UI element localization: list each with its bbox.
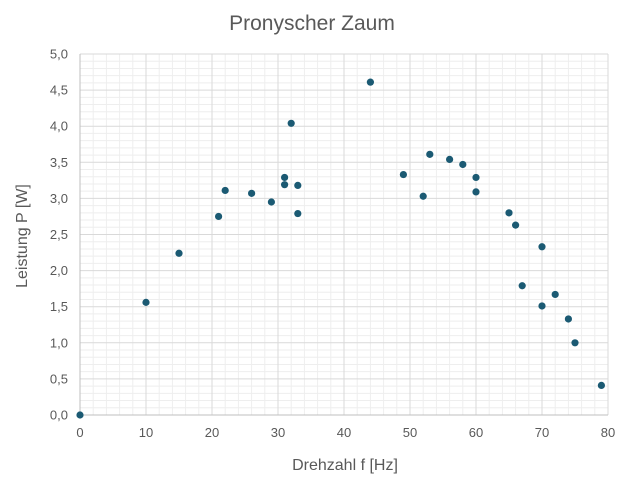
y-tick-label: 2,0 <box>50 263 68 278</box>
y-tick-label: 3,5 <box>50 155 68 170</box>
x-tick-label: 40 <box>337 425 351 440</box>
x-axis-title: Drehzahl f [Hz] <box>292 457 398 474</box>
x-tick-label: 10 <box>139 425 153 440</box>
x-tick-label: 80 <box>601 425 615 440</box>
data-point <box>175 249 183 257</box>
chart-title: Pronyscher Zaum <box>229 12 395 35</box>
data-point <box>551 290 559 299</box>
y-tick-label: 1,0 <box>50 335 68 350</box>
data-point <box>142 298 150 306</box>
data-point <box>267 198 275 206</box>
x-tick-label: 70 <box>535 425 549 440</box>
data-point <box>505 209 513 217</box>
data-points <box>76 78 606 419</box>
x-tick-label: 60 <box>469 425 483 440</box>
data-point <box>571 339 579 347</box>
y-tick-label: 0,5 <box>50 371 68 386</box>
data-point <box>294 181 302 190</box>
y-axis-title: Leistung P [W] <box>14 184 31 288</box>
data-point <box>472 188 480 196</box>
x-tick-label: 30 <box>271 425 285 440</box>
y-tick-label: 4,0 <box>50 119 68 134</box>
data-point <box>419 192 427 200</box>
y-tick-label: 0,0 <box>50 408 68 423</box>
data-point <box>215 212 223 221</box>
y-tick-label: 4,5 <box>50 83 68 98</box>
data-point <box>76 411 84 419</box>
x-tick-label: 50 <box>403 425 417 440</box>
data-point <box>426 150 434 158</box>
data-point <box>281 173 289 182</box>
y-tick-label: 5,0 <box>50 47 68 62</box>
x-axis-ticks: 0 10 20 30 40 50 60 70 80 <box>76 425 615 440</box>
data-point <box>564 315 573 323</box>
y-tick-label: 3,0 <box>50 191 68 206</box>
data-point <box>538 243 546 251</box>
data-point <box>446 155 454 164</box>
data-point <box>472 173 480 182</box>
data-point <box>518 282 526 290</box>
data-point <box>248 189 256 197</box>
data-point <box>399 170 407 179</box>
y-tick-label: 1,5 <box>50 299 68 314</box>
y-axis-ticks: 0,0 0,5 1,0 1,5 2,0 2,5 3,0 3,5 4,0 4,5 5,0 <box>50 47 68 423</box>
y-tick-label: 2,5 <box>50 227 68 242</box>
grid <box>79 53 609 416</box>
data-point <box>511 221 520 229</box>
x-tick-label: 20 <box>205 425 219 440</box>
data-point <box>221 186 229 195</box>
data-point <box>366 78 374 86</box>
data-point <box>281 181 289 189</box>
data-point <box>597 381 606 389</box>
data-point <box>294 209 302 218</box>
data-point <box>459 160 467 169</box>
x-tick-label: 0 <box>76 425 83 440</box>
data-point <box>538 302 546 310</box>
data-point <box>287 119 295 127</box>
